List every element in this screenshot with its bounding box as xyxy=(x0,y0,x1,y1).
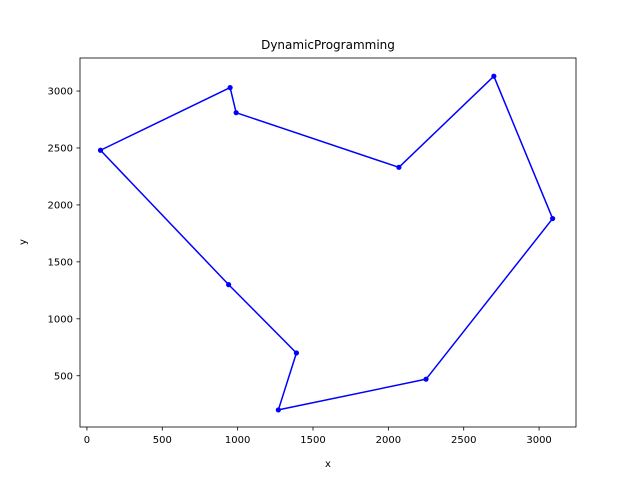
y-tick-label: 2500 xyxy=(48,143,73,154)
y-tick-label: 2000 xyxy=(48,200,73,211)
plot-area xyxy=(80,58,576,427)
data-point xyxy=(275,407,281,413)
data-point xyxy=(97,147,104,153)
x-tick-label: 0 xyxy=(84,435,90,446)
data-point xyxy=(226,282,232,288)
chart-title: DynamicProgramming xyxy=(261,38,395,52)
x-tick-label: 2500 xyxy=(451,435,476,446)
data-point xyxy=(227,85,233,91)
x-tick-label: 1000 xyxy=(225,435,250,446)
y-tick-label: 3000 xyxy=(48,87,73,98)
y-axis-label: y xyxy=(18,239,29,245)
data-point xyxy=(491,73,497,79)
data-point xyxy=(550,215,556,222)
y-tick-label: 1500 xyxy=(48,257,73,268)
x-tick-label: 500 xyxy=(153,435,172,446)
data-point xyxy=(233,110,239,116)
x-tick-label: 2000 xyxy=(376,435,401,446)
plot-frame xyxy=(79,57,577,428)
y-tick-label: 500 xyxy=(54,371,73,382)
x-tick-label: 1500 xyxy=(300,435,325,446)
y-tick-label: 1000 xyxy=(48,314,73,325)
x-axis-label: x xyxy=(325,459,331,470)
x-axis-ticks: 0 500 1000 1500 2000 2500 3000 xyxy=(84,427,552,446)
data-point xyxy=(293,350,300,356)
y-axis-ticks: 500 1000 1500 2000 2500 3000 xyxy=(48,87,80,382)
x-tick-label: 3000 xyxy=(526,435,551,446)
data-point xyxy=(396,164,402,170)
data-point xyxy=(423,376,429,382)
plot-layer xyxy=(97,73,556,413)
